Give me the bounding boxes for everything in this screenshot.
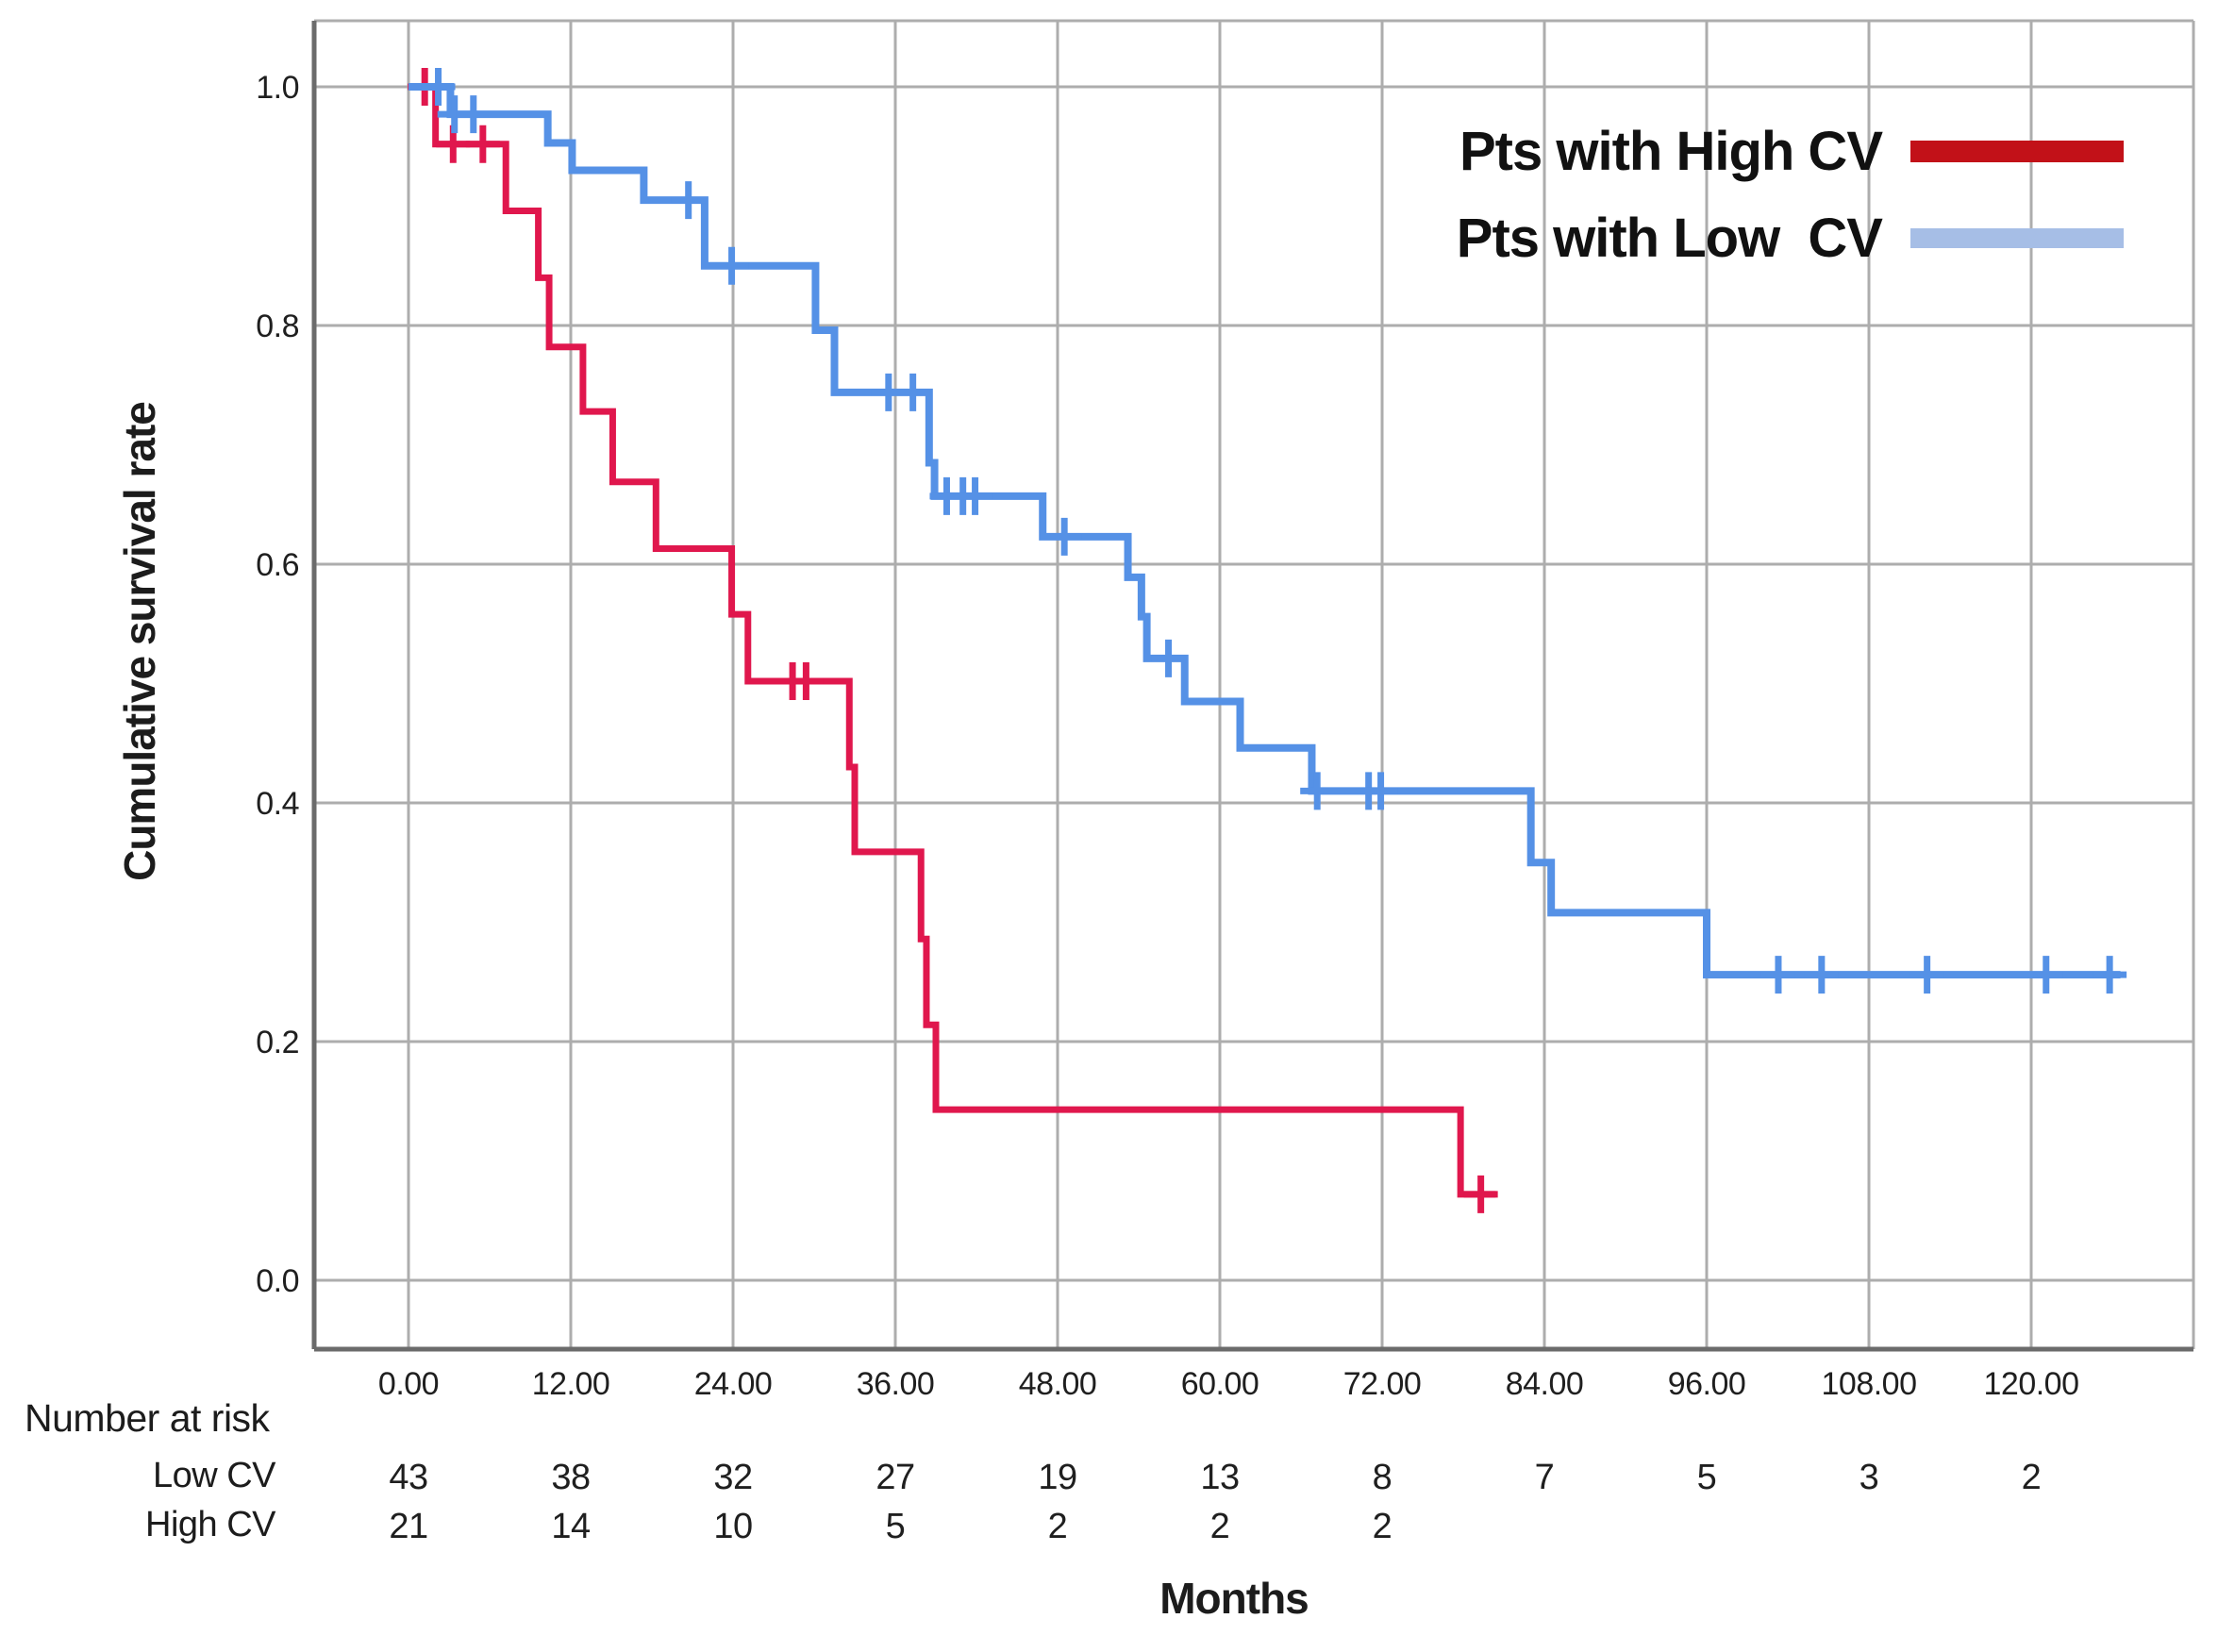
x-tick-label-96.00: 96.00 [1668,1366,1746,1402]
at-risk-row-label-high-cv: High CV [145,1505,276,1544]
at-risk-value-low-cv-m84: 7 [1535,1458,1555,1497]
censor-mark-low-cv [671,181,706,220]
y-tick-label-1.0: 1.0 [256,70,299,106]
x-tick-label-0.00: 0.00 [378,1366,439,1402]
at-risk-value-low-cv-m60: 13 [1200,1458,1239,1497]
censor-mark-high-cv [1463,1175,1498,1213]
x-axis-title: Months [1159,1574,1309,1623]
at-risk-value-high-cv-m72: 2 [1373,1507,1393,1546]
censor-mark-low-cv [1363,772,1398,810]
y-tick-label-0.2: 0.2 [256,1025,299,1060]
at-risk-value-low-cv-m48: 19 [1038,1458,1076,1497]
y-tick-label-0.0: 0.0 [256,1263,299,1299]
survival-curve-high-cv [409,83,1496,1198]
y-axis-title: Cumulative survival rate [115,402,164,881]
censor-mark-low-cv [456,95,491,134]
censor-mark-low-cv [1909,956,1944,994]
survival-curve-low-cv [409,83,2121,979]
at-risk-value-low-cv-m72: 8 [1373,1458,1393,1497]
y-tick-label-0.8: 0.8 [256,309,299,344]
censor-mark-low-cv [2028,956,2063,994]
at-risk-value-high-cv-m36: 5 [886,1507,906,1546]
censor-mark-low-cv [1760,956,1795,994]
censor-mark-low-cv [1300,772,1335,810]
censor-mark-low-cv [714,246,749,285]
censor-mark-high-cv [465,125,500,163]
legend-label-low-cv: Pts with Low CV [1456,207,1883,269]
at-risk-value-low-cv-m108: 3 [1859,1458,1879,1497]
at-risk-value-low-cv-m12: 38 [551,1458,590,1497]
legend-item-high-cv: Pts with High CV [1459,113,2124,189]
at-risk-value-low-cv-m0: 43 [389,1458,427,1497]
x-tick-label-24.00: 24.00 [694,1366,773,1402]
at-risk-value-low-cv-m96: 5 [1697,1458,1717,1497]
at-risk-value-high-cv-m48: 2 [1048,1507,1068,1546]
legend-label-high-cv: Pts with High CV [1459,120,1883,182]
x-tick-label-84.00: 84.00 [1506,1366,1584,1402]
x-tick-label-36.00: 36.00 [857,1366,935,1402]
at-risk-value-high-cv-m24: 10 [713,1507,752,1546]
censor-mark-high-cv [789,661,824,700]
legend-item-low-cv: Pts with Low CV [1457,200,2124,275]
x-tick-label-72.00: 72.00 [1343,1366,1422,1402]
censor-mark-low-cv [895,373,930,411]
at-risk-value-low-cv-m120: 2 [2022,1458,2042,1497]
x-tick-label-108.00: 108.00 [1822,1366,1917,1402]
censor-mark-low-cv [1151,639,1186,677]
y-tick-label-0.4: 0.4 [256,786,299,822]
at-risk-value-high-cv-m12: 14 [551,1507,591,1546]
censor-mark-low-cv [2093,956,2127,994]
number-at-risk-title: Number at risk [25,1396,270,1440]
x-tick-label-60.00: 60.00 [1181,1366,1259,1402]
censor-mark-low-cv [421,68,456,106]
y-tick-label-0.6: 0.6 [256,547,299,583]
x-tick-label-120.00: 120.00 [1984,1366,2079,1402]
at-risk-value-high-cv-m60: 2 [1210,1507,1230,1546]
at-risk-row-label-low-cv: Low CV [152,1456,276,1495]
at-risk-value-low-cv-m36: 27 [876,1458,914,1497]
censor-mark-low-cv [1804,956,1839,994]
x-tick-label-48.00: 48.00 [1019,1366,1097,1402]
at-risk-value-low-cv-m24: 32 [713,1458,752,1497]
legend-swatch-high-cv-line [1910,140,2124,162]
censor-mark-low-cv [1047,517,1082,556]
x-tick-label-12.00: 12.00 [532,1366,610,1402]
legend-swatch-low-cv-line [1910,227,2124,248]
at-risk-value-high-cv-m0: 21 [389,1507,427,1546]
censor-mark-low-cv [958,476,992,515]
